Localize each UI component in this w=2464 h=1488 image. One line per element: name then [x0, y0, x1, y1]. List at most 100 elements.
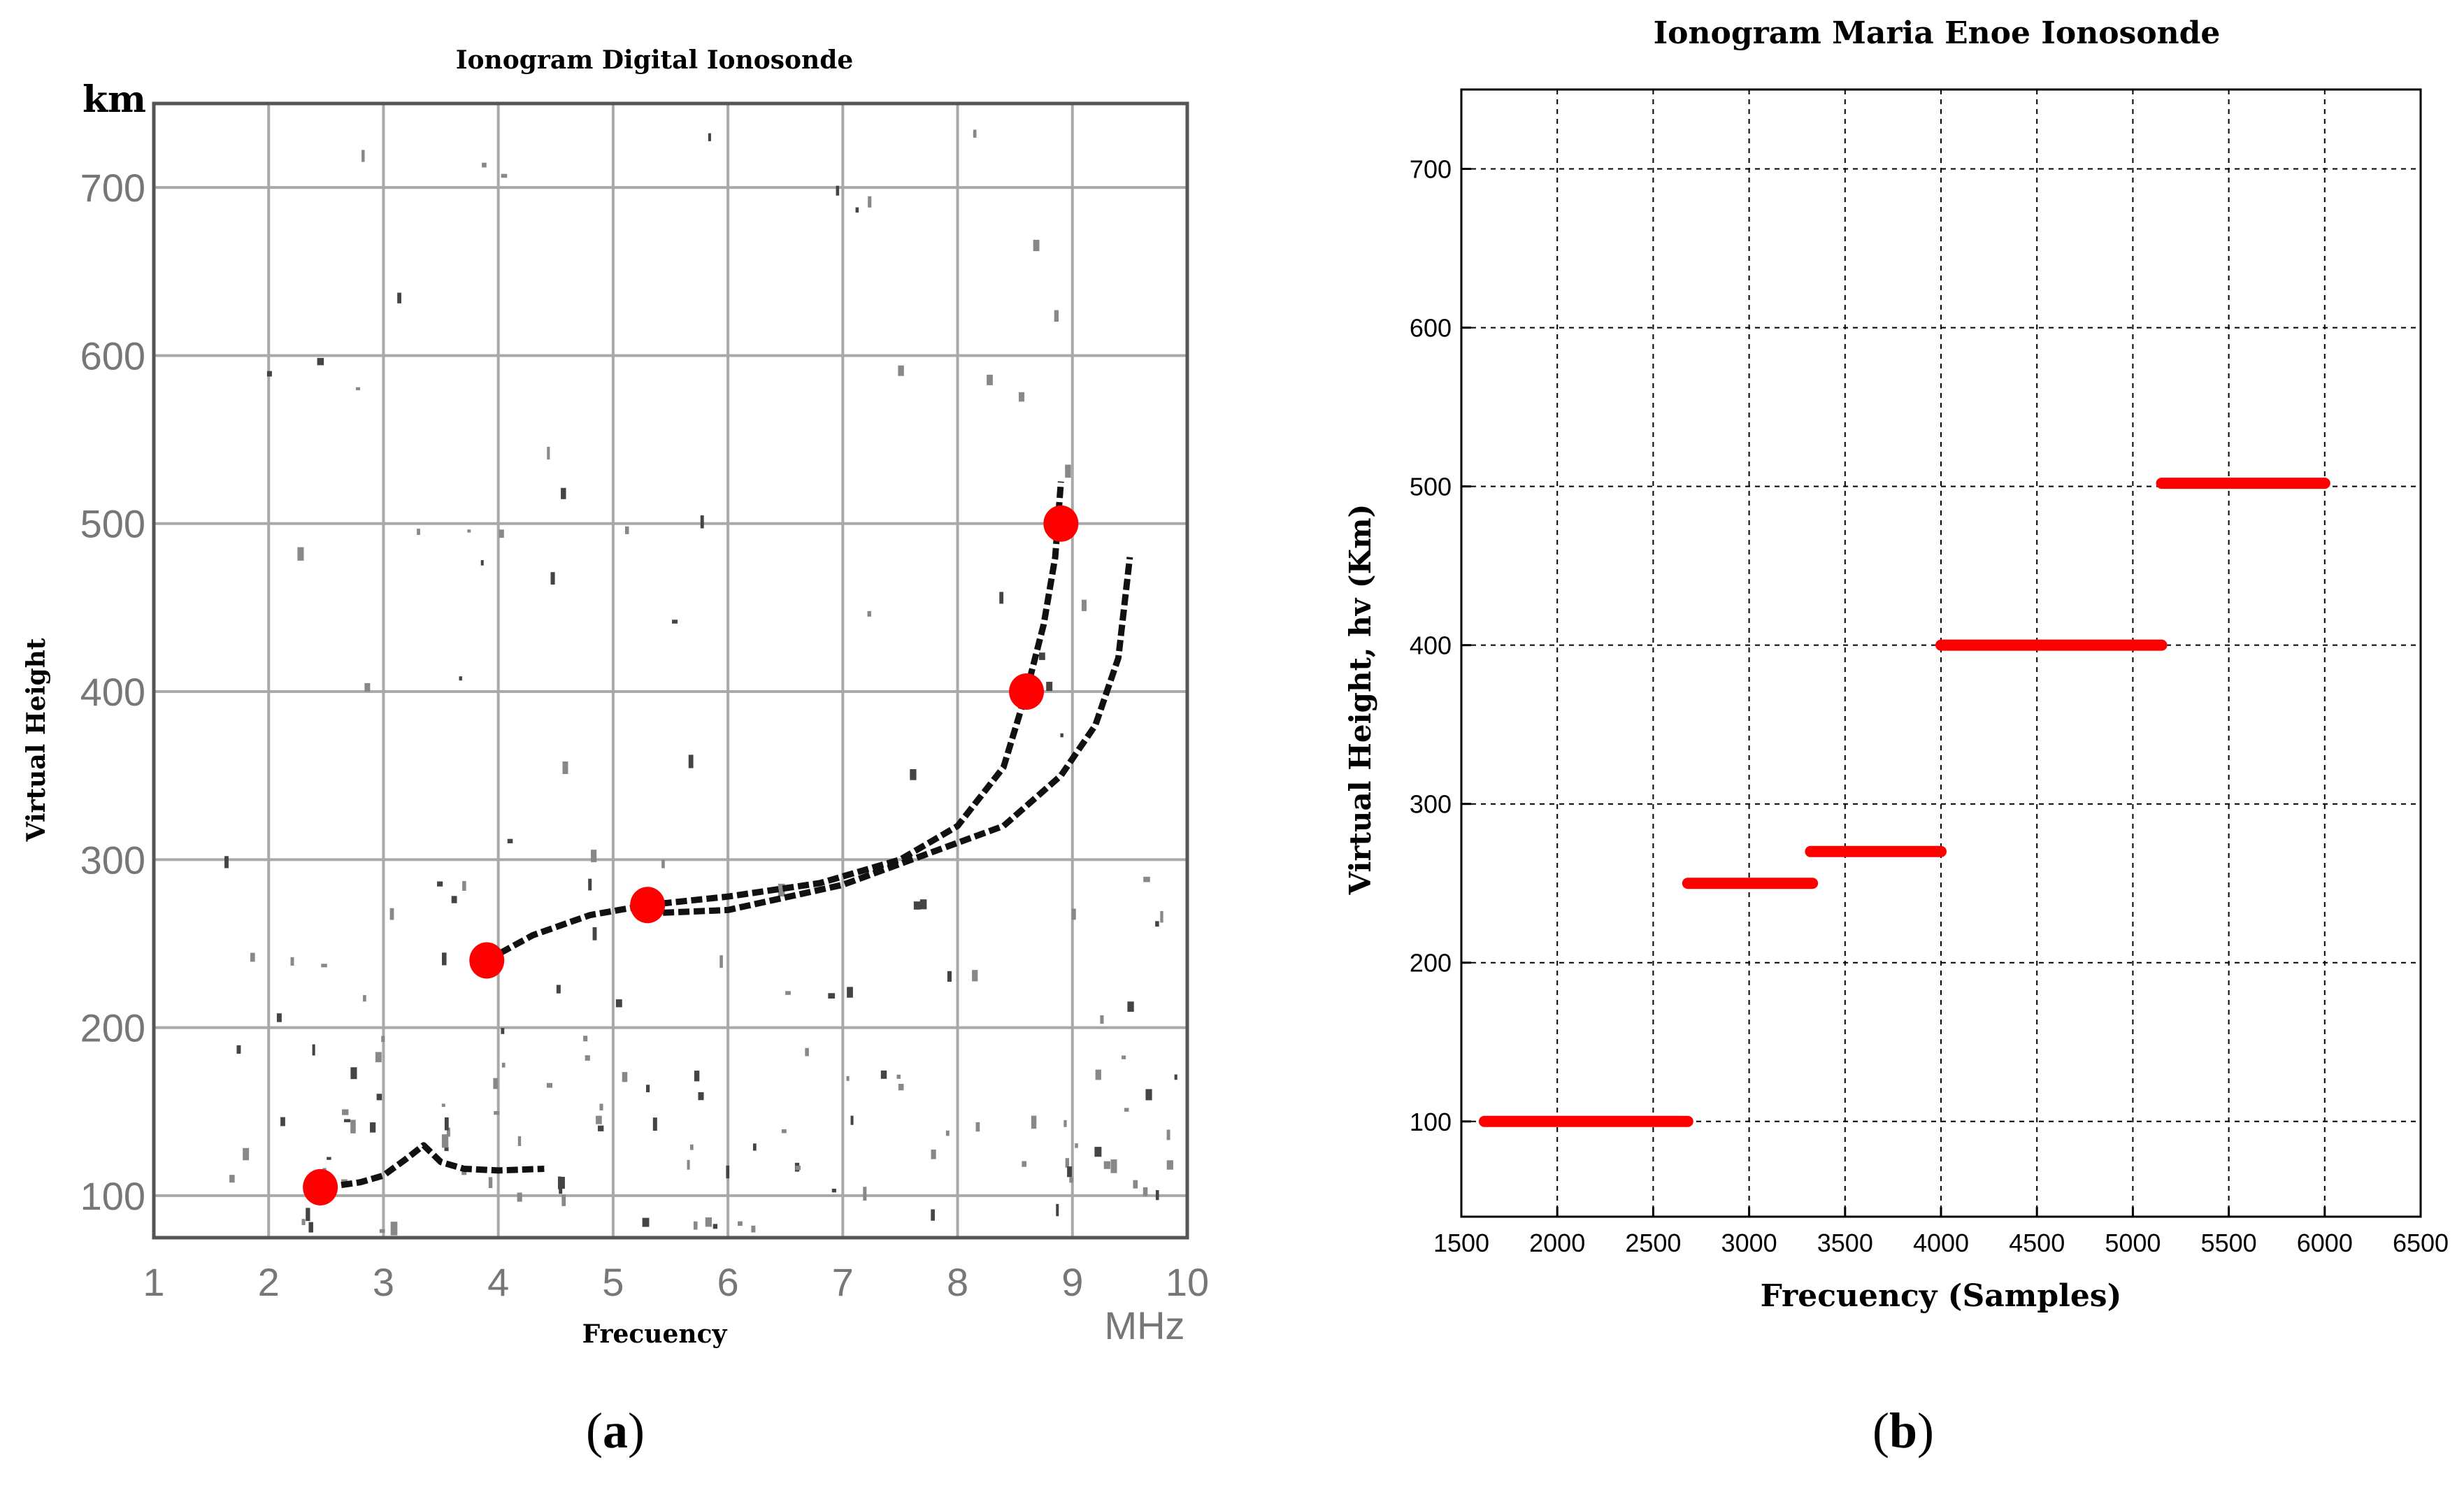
noise-dot	[1071, 908, 1076, 920]
panel-b-x-tick-labels: 1500 2000 2500 3000 3500 4000 4500 5000 5500 6000…	[1433, 1229, 2449, 1257]
panel-a-x-tick-labels: 1 2 3 4 5 6 7 8 9 10	[143, 1260, 1209, 1304]
noise-dot	[591, 850, 597, 863]
noise-dot	[364, 682, 371, 692]
panel-b-xtick-6500: 6500	[2393, 1229, 2449, 1257]
noise-dot	[781, 1129, 787, 1133]
noise-dot	[501, 1028, 505, 1034]
noise-dot	[688, 754, 694, 768]
noise-dot	[661, 859, 665, 868]
noise-dot	[361, 150, 365, 162]
noise-dot	[342, 1109, 349, 1115]
noise-dot	[687, 1159, 690, 1170]
noise-dot	[1067, 1166, 1073, 1178]
noise-dot	[855, 207, 859, 213]
noise-dot	[397, 292, 401, 303]
noise-dot	[975, 1122, 980, 1132]
noise-dot	[592, 927, 597, 940]
noise-dot	[379, 1229, 385, 1233]
noise-dot	[896, 1074, 901, 1079]
noise-dot	[1075, 1143, 1078, 1148]
panel-a-plot-frame	[152, 101, 1189, 1240]
noise-dot	[297, 547, 304, 561]
noise-dot	[1065, 464, 1071, 478]
panel-a-xtick-1: 1	[143, 1260, 164, 1304]
noise-dot	[1033, 239, 1040, 252]
noise-dot	[266, 371, 272, 377]
noise-dot	[1094, 1147, 1102, 1157]
noise-dot	[482, 162, 487, 168]
noise-dot	[488, 1177, 493, 1189]
noise-dot	[389, 908, 394, 920]
noise-dot	[846, 1075, 850, 1081]
panel-a-xtick-5: 5	[602, 1260, 624, 1304]
noise-dot	[931, 1149, 936, 1159]
noise-dot	[561, 487, 566, 499]
panel-b-ytick-500: 500	[1410, 473, 1452, 501]
noise-dot	[306, 1208, 310, 1222]
noise-dot	[236, 1045, 241, 1054]
noise-dot	[301, 1219, 306, 1226]
noise-dot	[308, 1222, 313, 1233]
noise-dot	[467, 529, 471, 533]
noise-dot	[441, 1134, 449, 1148]
noise-dot	[1166, 1129, 1170, 1140]
noise-dot	[646, 1085, 650, 1093]
noise-dot	[501, 1062, 506, 1068]
noise-dot	[880, 1070, 887, 1079]
noise-dot	[224, 856, 229, 868]
noise-dot	[898, 1084, 904, 1091]
noise-dot	[493, 1078, 499, 1089]
noise-dot	[596, 1115, 602, 1124]
panel-a-trace-1	[325, 1142, 545, 1191]
noise-dot	[738, 1221, 743, 1226]
panel-a-point-400	[1009, 673, 1045, 710]
noise-dot	[947, 971, 952, 982]
noise-dot	[317, 357, 324, 366]
noise-dot	[867, 610, 871, 617]
noise-dot	[341, 1179, 348, 1182]
noise-dot	[931, 1209, 935, 1221]
noise-dot	[652, 1117, 657, 1131]
panel-a-point-500	[1043, 505, 1079, 542]
noise-dot	[343, 1119, 351, 1122]
panel-a-y-unit-label: km	[83, 78, 146, 121]
noise-dot	[597, 1125, 604, 1131]
noise-dot	[999, 592, 1004, 604]
panel-a-selected-points	[303, 505, 1079, 1206]
noise-dot	[501, 173, 508, 178]
panel-b-xtick-5000: 5000	[2105, 1229, 2161, 1257]
panel-a-x-axis-label: Frecuency	[582, 1319, 728, 1349]
panel-a-title: Ionogram Digital Ionosonde	[456, 45, 854, 75]
panel-b-xtick-2500: 2500	[1625, 1229, 1681, 1257]
panel-b-xtick-4000: 4000	[1913, 1229, 1969, 1257]
panel-b-tick-marks	[1460, 168, 2422, 1217]
panel-a-xtick-6: 6	[717, 1260, 739, 1304]
noise-dot	[350, 1067, 357, 1080]
noise-dot	[1065, 1158, 1070, 1168]
noise-dot	[417, 529, 420, 536]
panel-a-caption: (a)	[586, 1403, 645, 1459]
noise-dot	[1063, 1119, 1067, 1127]
panel-b-ionogram-maria-enoe: Ionogram Maria Enoe Ionosonde 100 200 300 4…	[1343, 15, 2449, 1459]
noise-dot	[708, 133, 711, 141]
noise-dot	[751, 1225, 756, 1233]
noise-dot	[229, 1175, 235, 1183]
noise-dot	[973, 129, 977, 138]
noise-dot	[444, 1117, 449, 1131]
noise-dot	[451, 896, 457, 903]
noise-dot	[494, 1111, 500, 1115]
noise-dot	[972, 970, 978, 982]
panel-a-noise-speckles	[224, 129, 1177, 1236]
noise-dot	[700, 515, 704, 529]
noise-dot	[562, 761, 568, 774]
panel-a-xtick-4: 4	[487, 1260, 509, 1304]
noise-dot	[1143, 876, 1150, 882]
panel-a-echo-traces	[325, 481, 1133, 1191]
noise-dot	[321, 964, 327, 968]
noise-dot	[868, 196, 872, 208]
noise-dot	[693, 1221, 698, 1230]
panel-a-point-240	[469, 942, 505, 979]
noise-dot	[698, 1092, 704, 1101]
noise-dot	[831, 1189, 836, 1193]
